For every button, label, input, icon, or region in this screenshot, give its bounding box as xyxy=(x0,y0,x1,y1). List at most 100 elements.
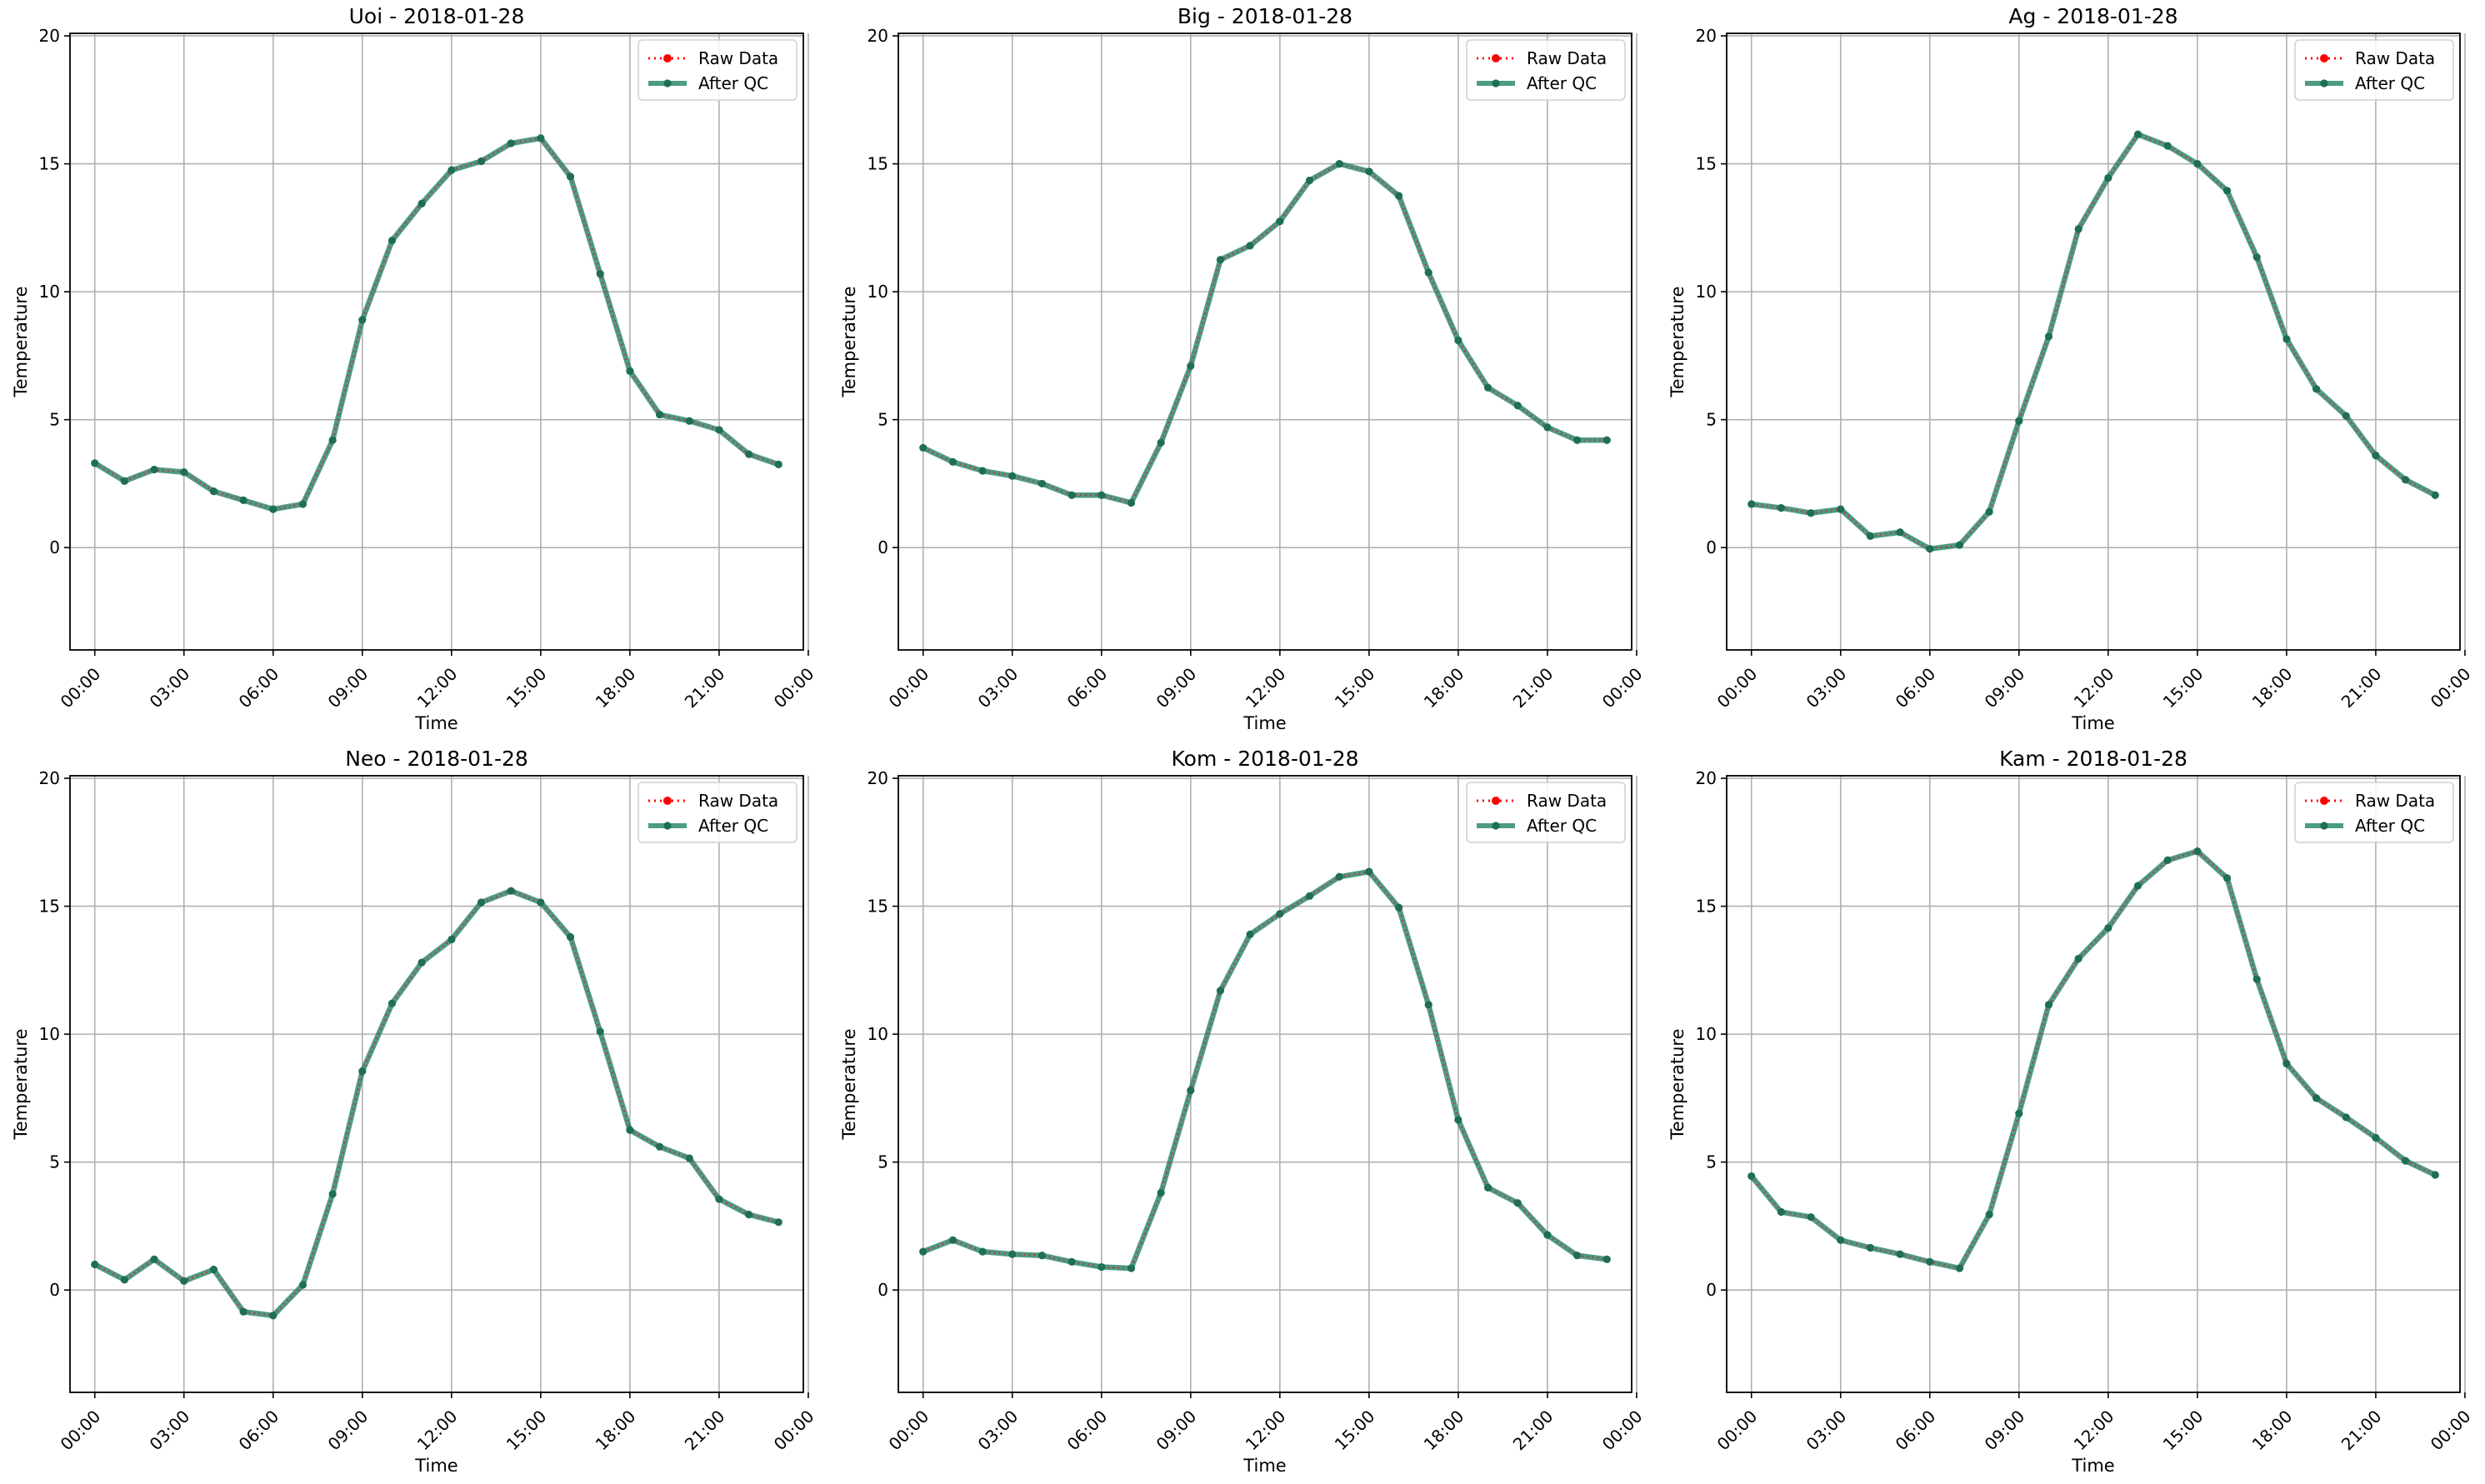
after-qc-line xyxy=(922,161,1608,506)
x-tick-label: 12:00 xyxy=(413,1407,462,1455)
y-tick-label: 15 xyxy=(868,154,888,174)
x-tick-label: 18:00 xyxy=(2248,664,2297,712)
x-tick-label: 00:00 xyxy=(2427,664,2475,712)
after-qc-point xyxy=(596,270,604,278)
after-qc-point xyxy=(1896,528,1904,537)
plot-area xyxy=(70,33,803,650)
legend: Raw Data After QC xyxy=(1466,39,1626,101)
x-axis-label: Time xyxy=(2071,713,2114,733)
legend-label-raw: Raw Data xyxy=(698,791,778,811)
after-qc-point xyxy=(1807,1213,1815,1222)
legend-marker-qc xyxy=(1492,822,1500,830)
x-tick-label: 09:00 xyxy=(1981,1407,2029,1455)
y-axis-label: Temperature xyxy=(839,286,859,397)
x-tick-label: 00:00 xyxy=(770,664,818,712)
x-tick-label: 06:00 xyxy=(1063,664,1112,712)
after-qc-point xyxy=(919,443,928,452)
after-qc-point xyxy=(2342,1113,2350,1122)
chart-svg: Kam - 2018-01-28 0 5 10 15 20 00:00 03:00 06:00 0… xyxy=(1668,747,2475,1476)
after-qc-point xyxy=(1543,423,1552,432)
x-axis-label: Time xyxy=(1242,713,1286,733)
after-qc-point xyxy=(1837,1236,1845,1244)
after-qc-point xyxy=(2104,924,2112,932)
y-axis-label: Temperature xyxy=(1668,286,1688,397)
after-qc-point xyxy=(774,1218,782,1227)
after-qc-point xyxy=(1572,436,1582,444)
after-qc-point xyxy=(1602,436,1611,444)
after-qc-point xyxy=(1365,867,1373,876)
legend-marker-qc xyxy=(2320,822,2328,830)
after-qc-point xyxy=(2193,847,2202,856)
chart-panel-3: Neo - 2018-01-28 0 5 10 15 20 00:00 03:00 06:00 0… xyxy=(0,742,828,1484)
after-qc-point xyxy=(1748,500,1756,508)
x-tick-label: 12:00 xyxy=(413,664,462,712)
x-tick-label: 15:00 xyxy=(502,1407,551,1455)
chart-title: Kam - 2018-01-28 xyxy=(1999,747,2188,771)
axes-frame xyxy=(69,775,804,1393)
after-qc-point xyxy=(388,237,397,245)
x-tick-label: 15:00 xyxy=(1331,1407,1379,1455)
after-qc-point xyxy=(358,316,367,324)
after-qc-point xyxy=(1424,1001,1432,1009)
x-tick-label: 18:00 xyxy=(592,664,640,712)
after-qc-point xyxy=(1127,1264,1136,1272)
after-qc-point xyxy=(1926,545,1934,553)
after-qc-point xyxy=(2222,187,2232,195)
after-qc-point xyxy=(239,496,248,504)
after-qc-point xyxy=(1985,1210,1993,1219)
chart-svg: Neo - 2018-01-28 0 5 10 15 20 00:00 03:00 06:00 0… xyxy=(11,747,818,1476)
after-qc-point xyxy=(2431,491,2439,499)
raw-data-line xyxy=(94,137,779,511)
legend-marker-raw xyxy=(2320,797,2328,805)
x-tick-label: 00:00 xyxy=(1713,1407,1762,1455)
after-qc-point xyxy=(919,1247,928,1256)
after-qc-point xyxy=(298,500,308,508)
after-qc-point xyxy=(418,958,426,967)
after-qc-point xyxy=(744,1210,753,1219)
y-tick-label: 15 xyxy=(868,897,888,917)
after-qc-point xyxy=(2222,874,2232,882)
x-tick-label: 09:00 xyxy=(1152,664,1201,712)
after-qc-point xyxy=(239,1307,248,1316)
x-axis-label: Time xyxy=(414,713,458,733)
after-qc-point xyxy=(328,436,337,444)
after-qc-point xyxy=(2074,225,2082,233)
after-qc-point xyxy=(1246,930,1254,938)
plot-area xyxy=(898,33,1632,650)
y-axis-label: Temperature xyxy=(839,1028,859,1140)
y-axis-label: Temperature xyxy=(11,286,31,397)
x-tick-label: 03:00 xyxy=(974,1407,1022,1455)
x-tick-label: 03:00 xyxy=(974,664,1022,712)
y-tick-label: 5 xyxy=(878,410,888,430)
legend-label-qc: After QC xyxy=(2355,73,2425,93)
after-qc-point xyxy=(2431,1171,2439,1179)
x-tick-label: 00:00 xyxy=(2427,1407,2475,1455)
after-qc-point xyxy=(2401,1157,2410,1165)
legend: Raw Data After QC xyxy=(638,39,798,101)
x-tick-label: 18:00 xyxy=(592,1407,640,1455)
y-tick-label: 5 xyxy=(49,1152,60,1172)
after-qc-point xyxy=(269,505,278,513)
after-qc-point xyxy=(1008,1250,1017,1258)
after-qc-point xyxy=(388,999,397,1007)
after-qc-line xyxy=(922,868,1608,1272)
after-qc-point xyxy=(715,426,723,434)
legend-label-raw: Raw Data xyxy=(1527,48,1607,68)
after-qc-point xyxy=(2372,452,2380,460)
after-qc-point xyxy=(120,477,129,485)
y-tick-label: 10 xyxy=(39,1024,60,1044)
legend: Raw Data After QC xyxy=(638,782,798,843)
after-qc-point xyxy=(328,1190,337,1198)
raw-data-line xyxy=(1751,132,2436,550)
after-qc-point xyxy=(1276,910,1284,918)
y-tick-label: 15 xyxy=(1696,897,1717,917)
chart-title: Big - 2018-01-28 xyxy=(1178,4,1352,28)
x-tick-label: 21:00 xyxy=(2338,1407,2386,1455)
after-qc-point xyxy=(948,457,958,466)
after-qc-point xyxy=(1335,159,1343,168)
y-tick-label: 5 xyxy=(49,410,60,430)
after-qc-point xyxy=(2133,130,2142,138)
chart-svg: Uoi - 2018-01-28 0 5 10 15 20 00:00 03:00 06:00 0… xyxy=(11,4,818,733)
after-qc-point xyxy=(507,887,515,895)
